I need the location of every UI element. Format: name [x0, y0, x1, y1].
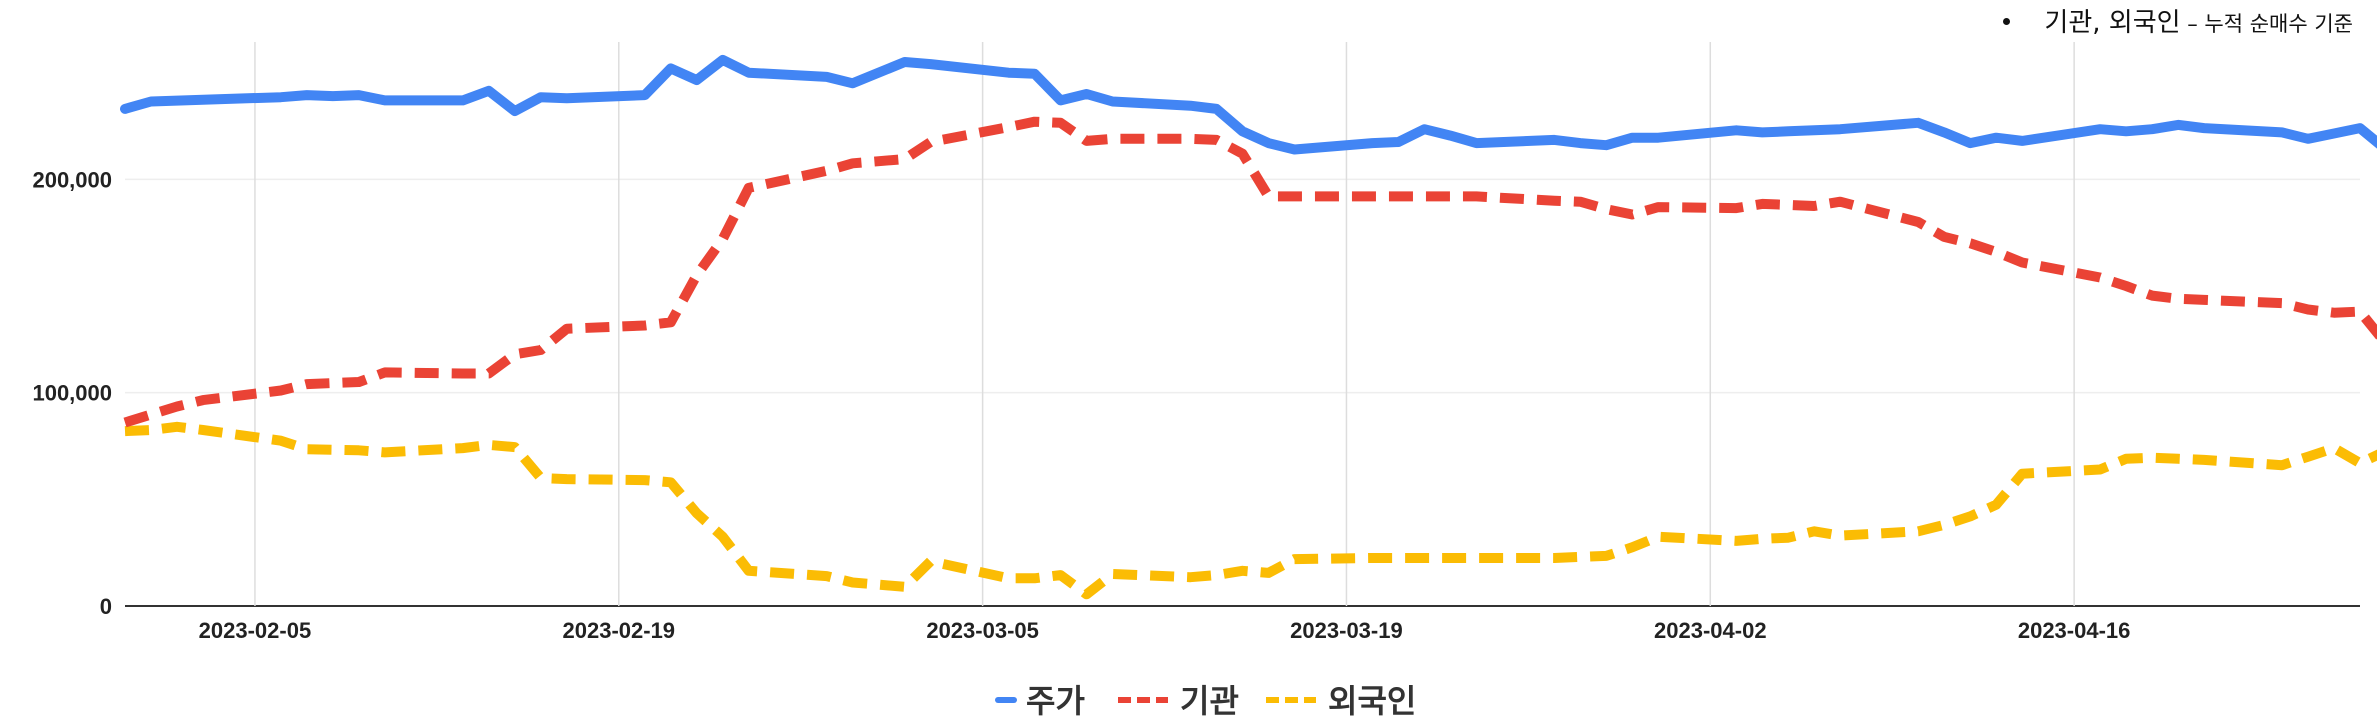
annotation-separator: – — [2180, 12, 2205, 36]
y-tick-label: 100,000 — [32, 381, 112, 406]
series-line-institution — [123, 116, 2377, 428]
chart-annotation: 기관, 외국인 – 누적 순매수 기준 — [2003, 2, 2353, 39]
legend: 주가 기관 외국인 — [995, 682, 1416, 720]
legend-label: 주가 — [1026, 682, 1085, 720]
x-tick-label: 2023-03-19 — [1290, 618, 1403, 643]
x-axis: 2023-02-05 2023-02-19 2023-03-05 2023-03-19… — [199, 618, 2131, 643]
x-tick-label: 2023-04-02 — [1654, 618, 1767, 643]
legend-item: 기관 — [1118, 682, 1239, 720]
x-tick-label: 2023-03-05 — [926, 618, 1039, 643]
legend-label: 외국인 — [1328, 682, 1416, 720]
legend-label: 기관 — [1180, 682, 1239, 720]
y-tick-label: 200,000 — [32, 167, 112, 192]
series-line-foreigner — [124, 421, 2377, 600]
x-tick-label: 2023-02-19 — [563, 618, 676, 643]
bullet-icon — [2003, 18, 2011, 25]
series-lines — [120, 54, 2377, 600]
y-axis: 0 100,000 200,000 — [32, 167, 112, 619]
series-line-stock-price — [120, 54, 2377, 155]
annotation-subtitle: 누적 순매수 기준 — [2204, 12, 2353, 36]
x-tick-label: 2023-04-16 — [2018, 618, 2131, 643]
x-tick-label: 2023-02-05 — [199, 618, 312, 643]
annotation-title: 기관, 외국인 — [2044, 8, 2181, 38]
y-tick-label: 0 — [100, 594, 112, 619]
legend-item: 주가 — [995, 682, 1085, 720]
legend-item: 외국인 — [1266, 682, 1416, 720]
